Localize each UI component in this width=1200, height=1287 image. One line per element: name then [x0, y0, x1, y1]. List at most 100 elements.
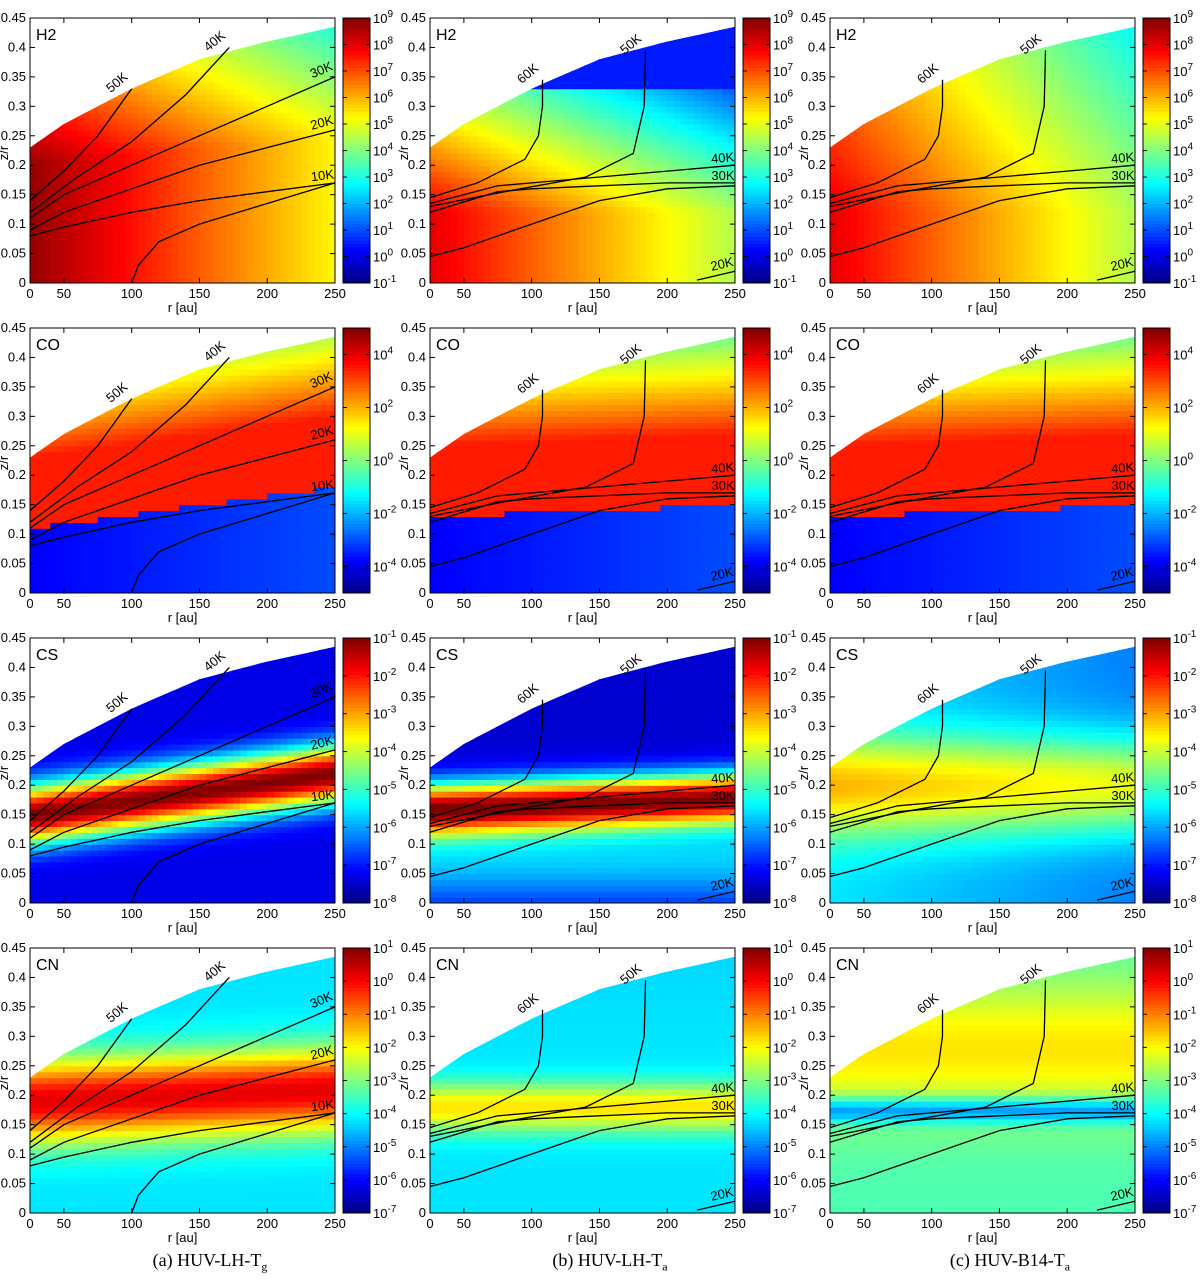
x-axis-label: r [au] [168, 610, 198, 625]
x-tick-label: 100 [121, 906, 143, 921]
y-tick-label: 0.35 [801, 689, 826, 704]
y-tick-label: 0 [819, 1205, 826, 1220]
x-tick-label: 150 [589, 906, 611, 921]
x-tick-label: 200 [256, 596, 278, 611]
contour-60k [829, 699, 944, 819]
contour-label-60k: 60K [514, 990, 542, 1017]
x-tick-label: 250 [324, 1216, 346, 1231]
x-tick-label: 250 [1124, 906, 1146, 921]
contour-50k [429, 980, 647, 1138]
caption-a: (a) HUV-LH-Tg [10, 1250, 410, 1275]
contour-60k [429, 79, 544, 199]
contour-20k [696, 580, 736, 591]
y-tick-label: 0.05 [801, 866, 826, 881]
x-axis-label: r [au] [968, 920, 998, 935]
contour-30k [29, 696, 336, 839]
colorbar: 10-1 100 101 102 103 104 105 106 107 108 109 [1142, 9, 1197, 291]
colorbar-tick-label: 10-6 [1173, 1171, 1197, 1188]
y-tick-label: 0.45 [1, 940, 26, 955]
colorbar-tick-label: 10-2 [373, 1038, 397, 1055]
contour-20k [29, 439, 336, 541]
y-tick-label: 0.45 [801, 940, 826, 955]
colorbar-tick-label: 10-2 [773, 667, 797, 684]
y-tick-label: 0 [19, 1205, 26, 1220]
colorbar-tick-label: 102 [1173, 195, 1193, 212]
contour-10k [29, 182, 336, 237]
x-tick-label: 200 [1056, 1216, 1078, 1231]
contour-line-5 [131, 1112, 336, 1214]
plot-frame [29, 947, 336, 1214]
colorbar-tick-label: 10-6 [373, 818, 397, 835]
heatmap [30, 956, 335, 1213]
colorbar: 10-4 10-2 100 102 104 [1142, 327, 1197, 594]
y-tick-label: 0.1 [408, 836, 426, 851]
colorbar-tick-label: 10-6 [773, 1171, 797, 1188]
y-axis-label: z/r [796, 765, 811, 780]
y-tick-label: 0.25 [1, 438, 26, 453]
species-label: CN [836, 957, 859, 974]
x-tick-label: 0 [426, 596, 433, 611]
species-label: CO [436, 337, 460, 354]
colorbar-tick-label: 109 [773, 9, 793, 26]
contour-60k [829, 1009, 944, 1129]
y-tick-label: 0.3 [808, 408, 826, 423]
x-tick-label: 100 [921, 906, 943, 921]
colorbar-tick-label: 101 [773, 939, 793, 956]
y-tick-label: 0.4 [8, 349, 26, 364]
y-tick-label: 0.2 [8, 1087, 26, 1102]
contour-line-4 [429, 805, 736, 878]
x-tick-label: 200 [1056, 906, 1078, 921]
heatmap [830, 26, 1135, 284]
colorbar-frame [1142, 637, 1171, 904]
colorbar: 10-7 10-6 10-5 10-4 10-3 10-2 10-1 100 101 [1142, 939, 1197, 1221]
y-tick-label: 0.35 [801, 69, 826, 84]
y-tick-label: 0.15 [801, 1117, 826, 1132]
y-tick-label: 0.2 [8, 157, 26, 172]
contour-line-5 [131, 802, 336, 904]
y-tick-label: 0.3 [8, 1028, 26, 1043]
colorbar-tick-label: 109 [373, 9, 393, 26]
colorbar-tick-label: 10-8 [773, 894, 797, 911]
contour-30k [429, 492, 735, 523]
colorbar-tick-label: 101 [1173, 939, 1193, 956]
contour-label-10k: 10K [310, 167, 335, 185]
contour-30k [829, 492, 1135, 523]
contour-20k [29, 1059, 336, 1161]
contour-30k [829, 1112, 1135, 1143]
x-tick-label: 250 [724, 596, 746, 611]
colorbar-tick-label: 100 [773, 972, 793, 989]
species-label: H2 [36, 27, 57, 44]
contour-label-10k: 10K [310, 787, 335, 805]
x-tick-label: 0 [826, 286, 833, 301]
y-tick-label: 0.15 [1, 187, 26, 202]
plot-frame [829, 17, 1136, 284]
plot-frame [829, 327, 1136, 594]
colorbar-tick-label: 10-2 [773, 1038, 797, 1055]
y-tick-label: 0.2 [408, 777, 426, 792]
colorbar-tick-label: 10-1 [773, 274, 797, 291]
contour-20k [1096, 890, 1136, 901]
y-tick-label: 0.35 [401, 999, 426, 1014]
x-tick-label: 50 [457, 906, 471, 921]
y-tick-label: 0.25 [1, 1058, 26, 1073]
contour-30k [429, 1112, 735, 1143]
y-axis-label: z/r [396, 455, 411, 470]
y-tick-label: 0.15 [801, 807, 826, 822]
contour-30k [29, 1006, 336, 1149]
contour-label-10k: 10K [310, 1097, 335, 1115]
y-tick-label: 0 [419, 1205, 426, 1220]
species-label: H2 [836, 27, 857, 44]
y-tick-label: 0.05 [401, 246, 426, 261]
colorbar-tick-label: 10-5 [1173, 1138, 1197, 1155]
y-tick-label: 0.3 [808, 1028, 826, 1043]
colorbar-tick-label: 10-2 [1173, 1038, 1197, 1055]
contour-label-40k: 40K [1110, 459, 1135, 476]
y-axis-label: z/r [796, 145, 811, 160]
y-tick-label: 0.4 [408, 659, 426, 674]
y-tick-label: 0.2 [8, 467, 26, 482]
